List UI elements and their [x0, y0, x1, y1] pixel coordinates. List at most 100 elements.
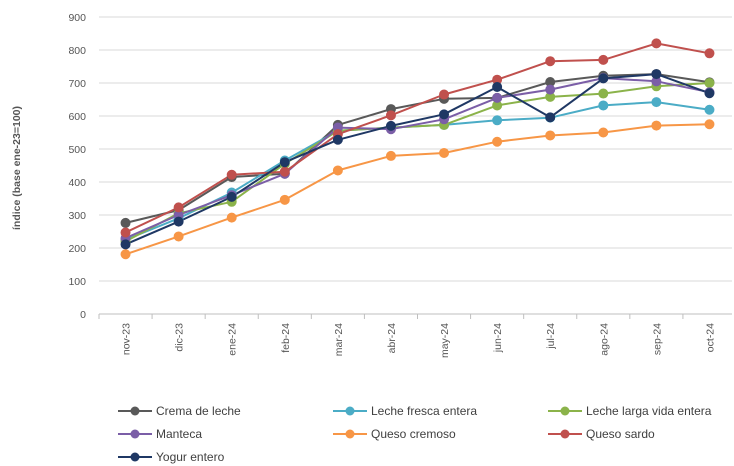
- data-point: [173, 216, 184, 227]
- legend-swatch-marker: [345, 406, 355, 416]
- data-point: [598, 100, 609, 111]
- data-point: [704, 78, 715, 88]
- legend-swatch-marker: [130, 406, 140, 416]
- data-point: [439, 147, 450, 158]
- legend-item: Queso cremoso: [333, 427, 456, 441]
- series-line: [125, 123, 710, 256]
- series-lines: [125, 42, 710, 256]
- data-point: [332, 165, 343, 176]
- data-point: [385, 150, 396, 161]
- y-tick-label: 100: [68, 276, 86, 288]
- legend-label: Queso cremoso: [371, 427, 456, 441]
- data-point: [704, 48, 715, 59]
- data-point: [492, 136, 503, 147]
- legend-swatch-marker: [560, 406, 570, 416]
- data-point: [385, 120, 396, 131]
- series-line: [125, 101, 710, 241]
- data-point: [545, 56, 556, 67]
- y-axis-tick-labels: 0 100 200 300 400 500 600 700 800 900: [68, 12, 86, 321]
- gridlines: [99, 16, 732, 282]
- data-point: [492, 115, 503, 126]
- data-point: [226, 169, 237, 180]
- data-point: [704, 119, 715, 130]
- x-tick-label: ene-24: [227, 323, 239, 356]
- y-tick-label: 0: [80, 309, 86, 321]
- data-point: [704, 104, 715, 115]
- series-line: [125, 42, 710, 234]
- legend-label: Crema de leche: [156, 404, 241, 418]
- series-line: [125, 77, 710, 240]
- data-point: [545, 84, 556, 95]
- x-tick-label: dic-23: [174, 323, 186, 352]
- legend-swatch-marker: [130, 429, 140, 439]
- data-point: [704, 88, 715, 99]
- x-tick-label: feb-24: [280, 323, 292, 353]
- data-point: [279, 157, 290, 168]
- x-tick-label: mar-24: [333, 323, 345, 356]
- x-tick-label: jun-24: [492, 323, 504, 353]
- data-point: [492, 81, 503, 92]
- legend-item: Crema de leche: [118, 404, 241, 418]
- legend-swatch-marker: [560, 429, 570, 439]
- data-point: [120, 249, 131, 260]
- data-point: [439, 89, 450, 100]
- data-point: [492, 92, 503, 103]
- x-axis: [98, 313, 732, 319]
- x-tick-label: may-24: [439, 323, 451, 358]
- data-point: [598, 54, 609, 65]
- legend-label: Leche larga vida entera: [586, 404, 712, 418]
- data-point: [120, 217, 131, 228]
- legend-swatch-marker: [345, 429, 355, 439]
- legend-label: Manteca: [156, 427, 202, 441]
- data-point: [545, 112, 556, 123]
- data-point: [598, 88, 609, 99]
- data-point: [598, 127, 609, 138]
- legend-label: Queso sardo: [586, 427, 655, 441]
- y-tick-label: 700: [68, 78, 86, 90]
- y-tick-label: 500: [68, 144, 86, 156]
- y-axis-title: índice (base ene-23=100): [11, 106, 23, 230]
- series-points: [120, 38, 715, 260]
- x-tick-label: ago-24: [598, 323, 610, 356]
- x-tick-label: oct-24: [704, 323, 716, 352]
- data-point: [332, 134, 343, 145]
- y-tick-label: 800: [68, 45, 86, 57]
- legend-item: Leche fresca entera: [333, 404, 477, 418]
- data-point: [651, 38, 662, 49]
- data-point: [173, 231, 184, 242]
- data-point: [651, 69, 662, 80]
- legend-label: Leche fresca entera: [371, 404, 477, 418]
- data-point: [439, 109, 450, 120]
- data-point: [226, 191, 237, 202]
- data-point: [545, 130, 556, 141]
- x-tick-label: sep-24: [651, 323, 663, 355]
- y-tick-label: 600: [68, 111, 86, 123]
- data-point: [173, 202, 184, 213]
- x-tick-label: nov-23: [121, 323, 133, 355]
- legend-item: Manteca: [118, 427, 202, 441]
- data-point: [651, 97, 662, 108]
- data-point: [120, 227, 131, 238]
- x-axis-tick-labels: nov-23 dic-23 ene-24 feb-24 mar-24 abr-24 may-…: [121, 323, 717, 358]
- x-tick-label: abr-24: [386, 323, 398, 354]
- data-point: [120, 239, 131, 250]
- x-tick-label: jul-24: [545, 323, 557, 350]
- legend-item: Yogur entero: [118, 450, 225, 464]
- data-point: [385, 110, 396, 121]
- legend-item: Leche larga vida entera: [548, 404, 712, 418]
- series-line: [125, 82, 710, 243]
- data-point: [226, 212, 237, 223]
- y-tick-label: 400: [68, 177, 86, 189]
- data-point: [279, 194, 290, 205]
- legend-item: Queso sardo: [548, 427, 655, 441]
- legend-swatch-marker: [130, 452, 140, 462]
- y-tick-label: 900: [68, 12, 86, 24]
- series-line: [125, 73, 710, 246]
- data-point: [651, 120, 662, 131]
- y-tick-label: 200: [68, 243, 86, 255]
- data-point: [598, 73, 609, 84]
- legend-label: Yogur entero: [156, 450, 225, 464]
- data-point: [279, 166, 290, 177]
- legend: Crema de leche Leche fresca entera Leche l…: [118, 404, 712, 464]
